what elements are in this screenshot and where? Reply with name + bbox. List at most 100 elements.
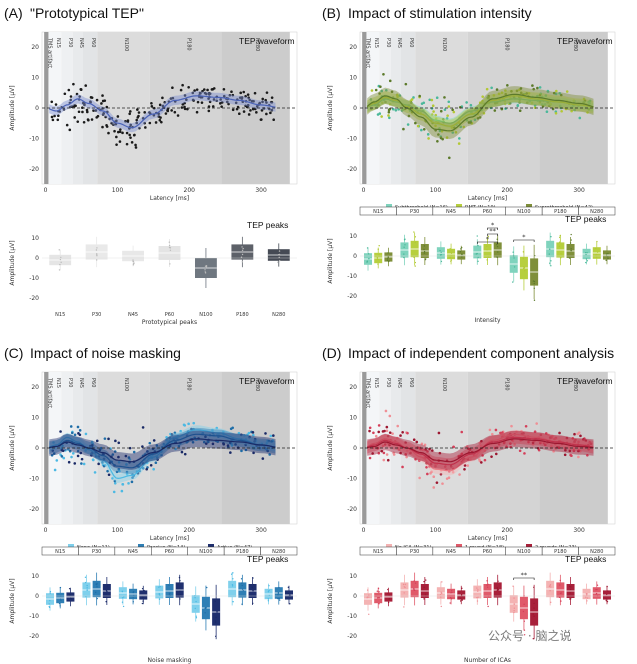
peak-point: [423, 252, 426, 254]
data-point: [130, 480, 134, 484]
significance-marker: *: [486, 235, 490, 243]
data-point: [125, 470, 129, 474]
data-point: [127, 482, 130, 485]
data-point: [388, 414, 392, 418]
data-point: [120, 489, 124, 493]
data-point: [488, 428, 492, 432]
data-point: [259, 118, 263, 121]
peak-point: [267, 598, 269, 600]
peak-point: [267, 600, 270, 602]
data-point: [81, 110, 84, 114]
data-point: [384, 88, 388, 92]
peak-point: [378, 245, 380, 247]
data-point: [401, 431, 404, 434]
confidence-band-0: [49, 425, 276, 483]
data-point: [537, 448, 541, 452]
peaks-y-tick: 10: [349, 573, 357, 580]
peak-point: [584, 251, 587, 254]
peak-point: [123, 596, 125, 598]
data-point: [443, 465, 447, 468]
data-point: [523, 452, 526, 455]
peak-point: [143, 589, 145, 592]
data-point: [447, 476, 451, 480]
data-point: [391, 107, 395, 111]
peak-point: [404, 244, 406, 246]
data-point: [183, 101, 186, 105]
y-tick-label: 20: [349, 44, 357, 51]
data-point: [111, 453, 115, 456]
data-point: [64, 449, 67, 452]
data-point: [409, 451, 412, 455]
peak-point: [215, 635, 217, 638]
data-point: [490, 455, 493, 458]
data-point: [432, 110, 435, 113]
data-point: [412, 438, 416, 442]
data-point: [51, 449, 55, 452]
data-point: [113, 129, 116, 133]
data-point: [70, 455, 73, 459]
peak-point: [595, 592, 598, 595]
data-point: [150, 101, 153, 105]
peak-category-n15: N15: [55, 312, 65, 318]
data-point: [183, 94, 187, 97]
data-point: [84, 432, 88, 436]
peak-header-p180: P180: [554, 209, 567, 215]
data-point: [52, 441, 55, 444]
data-point: [451, 470, 455, 474]
peak-point: [522, 257, 525, 260]
confidence-band-2: [367, 86, 594, 139]
peak-point: [368, 596, 370, 598]
peak-point: [533, 586, 535, 589]
data-point: [266, 449, 270, 453]
peak-point: [48, 603, 50, 605]
peak-point: [377, 263, 379, 265]
data-point: [208, 92, 212, 95]
data-point: [504, 89, 507, 92]
data-point: [374, 434, 378, 438]
x-tick-label: 0: [44, 187, 48, 194]
data-point: [394, 108, 398, 112]
peak-point: [121, 597, 124, 599]
data-point: [107, 437, 110, 441]
y-tick-label: 10: [31, 415, 39, 422]
data-point: [255, 105, 259, 108]
peak-point: [59, 598, 62, 600]
peak-point: [533, 287, 535, 289]
data-point: [161, 96, 164, 100]
latency-window-0: [44, 32, 49, 184]
peak-point: [122, 605, 125, 608]
data-point: [50, 115, 54, 119]
peak-header-n45: N45: [446, 549, 456, 555]
data-point: [543, 103, 547, 106]
data-point: [540, 103, 544, 106]
data-point: [195, 110, 199, 114]
peak-point: [378, 591, 380, 593]
data-point: [449, 465, 453, 468]
peaks-y-tick: -20: [347, 633, 357, 640]
data-point: [183, 105, 186, 109]
peak-point: [533, 602, 535, 605]
data-point: [231, 108, 235, 112]
data-point: [587, 107, 591, 111]
data-point: [171, 86, 174, 90]
latency-window-0: [362, 372, 367, 524]
peak-point: [132, 259, 134, 261]
data-point: [535, 422, 538, 425]
peaks-y-tick: 10: [349, 233, 357, 240]
significance-bracket: [487, 233, 498, 236]
data-point: [377, 451, 381, 455]
mean-waveform-1: [366, 95, 594, 127]
peak-point: [486, 239, 489, 241]
significance-bracket: [513, 577, 535, 580]
data-point: [583, 99, 587, 103]
data-point: [399, 434, 402, 437]
data-point: [79, 87, 83, 91]
peak-point: [513, 603, 515, 605]
waveform-y-label: Amplitude [µV]: [9, 425, 16, 470]
data-point: [524, 424, 528, 428]
peak-header-n280: N280: [272, 549, 285, 555]
data-point: [190, 427, 193, 431]
peaks-x-label: Intensity: [474, 317, 501, 324]
data-point: [117, 467, 121, 471]
data-point: [136, 108, 139, 111]
